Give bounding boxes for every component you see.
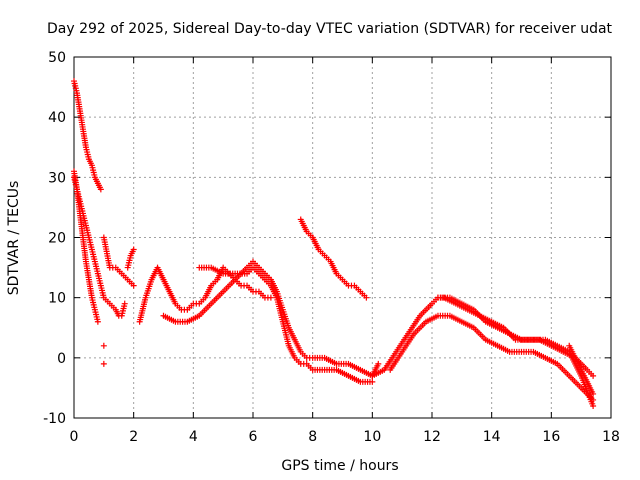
data-point — [375, 360, 382, 367]
data-point — [97, 186, 104, 193]
data-point — [590, 372, 597, 379]
outlier-point — [100, 342, 107, 349]
x-tick-label: 16 — [542, 429, 560, 445]
y-tick-label: 30 — [48, 170, 66, 186]
x-axis-label: GPS time / hours — [281, 458, 398, 474]
y-tick-label: 40 — [48, 110, 66, 126]
x-axis-ticks: 0 2 4 6 8 10 12 14 16 18 — [70, 57, 620, 445]
x-tick-label: 12 — [423, 429, 441, 445]
data-point — [121, 300, 128, 307]
chart-title: Day 292 of 2025, Sidereal Day-to-day VTE… — [47, 21, 613, 37]
data-marks — [71, 78, 597, 409]
grid-layer — [74, 57, 611, 418]
data-point — [267, 294, 274, 301]
x-tick-label: 6 — [249, 429, 258, 445]
x-tick-label: 14 — [483, 429, 501, 445]
y-tick-label: 10 — [48, 291, 66, 307]
x-tick-label: 18 — [602, 429, 620, 445]
data-point — [94, 318, 101, 325]
y-tick-label: 50 — [48, 50, 66, 66]
x-tick-label: 0 — [70, 429, 79, 445]
y-tick-label: 0 — [57, 351, 66, 367]
x-tick-label: 2 — [129, 429, 138, 445]
data-point — [590, 390, 597, 397]
y-axis-label: SDTVAR / TECUs — [6, 181, 22, 296]
outlier-point — [100, 360, 107, 367]
data-point — [363, 294, 370, 301]
data-point — [130, 246, 137, 253]
data-point — [130, 282, 137, 289]
y-axis-ticks: -10 0 10 20 30 40 50 — [43, 50, 611, 427]
x-tick-label: 8 — [308, 429, 317, 445]
data-point — [369, 378, 376, 385]
y-tick-label: 20 — [48, 231, 66, 247]
y-tick-label: -10 — [43, 411, 66, 427]
x-tick-label: 10 — [363, 429, 381, 445]
data-point — [590, 402, 597, 409]
x-tick-label: 4 — [189, 429, 198, 445]
